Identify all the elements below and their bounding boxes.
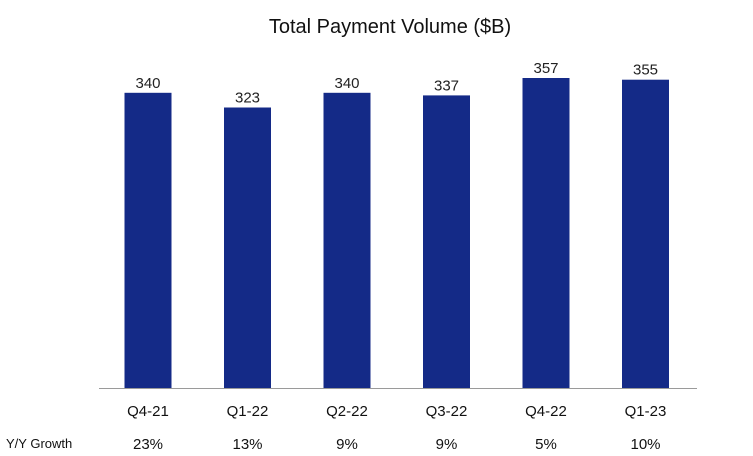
value-label-Q4-21: 340 [135, 75, 160, 92]
category-label-Q1-22: Q1-22 [227, 403, 269, 420]
growth-value-Q4-22: 5% [535, 436, 557, 453]
category-label-Q3-22: Q3-22 [426, 403, 468, 420]
growth-value-Q1-22: 13% [232, 436, 262, 453]
value-label-Q1-22: 323 [235, 90, 260, 107]
bar-Q3-22 [423, 95, 470, 389]
category-labels-group: Q4-21 Q1-22 Q2-22 Q3-22 Q4-22 Q1-23 [127, 403, 666, 420]
category-label-Q2-22: Q2-22 [326, 403, 368, 420]
bar-Q4-22 [522, 78, 570, 388]
chart-title: Total Payment Volume ($B) [269, 16, 511, 38]
growth-value-Q2-22: 9% [336, 436, 358, 453]
bar-Q2-22 [323, 92, 371, 389]
growth-value-Q1-23: 10% [630, 436, 660, 453]
bar-Q1-22 [224, 107, 271, 388]
value-labels-group: 340 323 340 337 357 355 [135, 60, 658, 107]
bar-Q1-23 [622, 79, 669, 388]
bars-group [124, 78, 669, 389]
growth-values-group: 23% 13% 9% 9% 5% 10% [133, 436, 661, 453]
growth-value-Q4-21: 23% [133, 436, 163, 453]
category-label-Q4-22: Q4-22 [525, 403, 567, 420]
category-label-Q4-21: Q4-21 [127, 403, 169, 420]
value-label-Q4-22: 357 [533, 60, 558, 77]
value-label-Q1-23: 355 [633, 62, 658, 79]
growth-row-label: Y/Y Growth [6, 436, 72, 451]
category-label-Q1-23: Q1-23 [625, 403, 667, 420]
value-label-Q2-22: 340 [334, 75, 359, 92]
value-label-Q3-22: 337 [434, 77, 459, 94]
bar-Q4-21 [124, 92, 172, 389]
growth-value-Q3-22: 9% [436, 436, 458, 453]
